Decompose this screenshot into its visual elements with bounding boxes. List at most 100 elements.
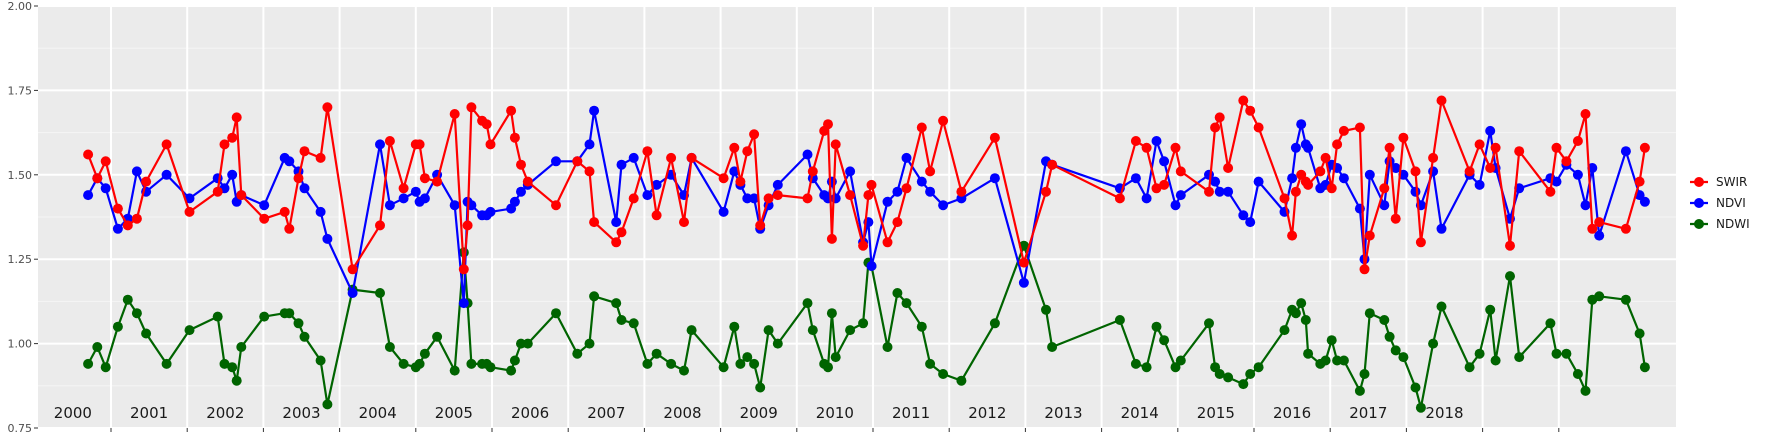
data-point-swir: [1320, 152, 1331, 163]
legend-marker-ndwi: [1694, 219, 1704, 229]
data-point-ndwi: [398, 358, 409, 369]
data-point-ndwi: [1390, 345, 1401, 356]
data-point-swir: [284, 223, 295, 234]
data-point-ndvi: [551, 156, 561, 167]
data-point-ndvi: [1303, 142, 1314, 153]
data-point-ndvi: [112, 223, 123, 234]
grid: [38, 5, 1676, 432]
data-point-ndvi: [1572, 169, 1583, 180]
data-point-swir: [901, 183, 912, 194]
data-point-ndvi: [1253, 176, 1264, 187]
data-point-ndwi: [1141, 362, 1152, 373]
data-point-ndwi: [100, 362, 111, 373]
data-point-ndwi: [414, 358, 425, 369]
data-point-swir: [279, 206, 290, 217]
data-point-ndvi: [1223, 186, 1234, 197]
data-point-ndwi: [466, 358, 477, 369]
year-label: 2009: [740, 404, 778, 422]
year-label: 2006: [511, 404, 549, 422]
data-point-swir: [589, 217, 600, 228]
data-point-ndwi: [858, 318, 869, 329]
data-point-ndwi: [219, 358, 230, 369]
data-point-ndvi: [184, 193, 195, 204]
data-point-swir: [212, 186, 223, 197]
data-point-swir: [755, 220, 766, 231]
data-point-ndwi: [938, 369, 949, 379]
data-point-ndvi: [259, 200, 270, 211]
data-point-ndwi: [1320, 355, 1331, 366]
data-point-swir: [509, 132, 520, 143]
data-point-ndvi: [1018, 277, 1029, 288]
legend-label-ndwi: NDWI: [1716, 217, 1750, 231]
data-point-ndvi: [449, 200, 460, 211]
data-point-ndwi: [584, 338, 595, 349]
data-point-ndvi: [227, 169, 238, 180]
data-point-swir: [1141, 142, 1152, 153]
data-point-swir: [1204, 186, 1214, 197]
data-point-ndvi: [384, 200, 395, 211]
data-point-ndvi: [584, 139, 595, 150]
data-point-ndwi: [772, 338, 783, 349]
data-point-swir: [830, 139, 841, 150]
data-point-ndvi: [1151, 136, 1162, 146]
data-point-ndvi: [830, 193, 841, 204]
y-tick-label: 1.25: [8, 253, 33, 266]
y-axis: 0.75 1.00 1.25 1.50 1.75 2.00: [8, 0, 38, 435]
data-point-swir: [1170, 142, 1181, 153]
data-point-swir: [989, 132, 1000, 143]
data-point-swir: [1253, 122, 1264, 133]
data-point-swir: [112, 203, 123, 214]
data-point-ndvi: [616, 159, 627, 170]
data-point-ndwi: [735, 358, 746, 369]
data-point-swir: [858, 240, 869, 251]
data-point-ndwi: [807, 325, 818, 336]
data-point-swir: [506, 105, 517, 116]
data-point-ndwi: [92, 342, 103, 352]
data-point-swir: [1490, 142, 1501, 153]
series-layer: [83, 95, 1650, 413]
data-point-ndwi: [122, 294, 133, 305]
data-point-ndvi: [1287, 173, 1298, 184]
data-point-ndwi: [1428, 338, 1439, 349]
y-tick-label: 1.50: [8, 169, 33, 182]
data-point-ndvi: [322, 233, 333, 244]
data-point-ndvi: [485, 206, 496, 217]
data-point-ndwi: [1485, 304, 1496, 315]
data-point-swir: [1545, 186, 1556, 197]
data-point-ndwi: [236, 342, 247, 352]
data-point-swir: [184, 206, 195, 217]
data-point-ndwi: [729, 321, 740, 332]
data-point-ndwi: [572, 348, 583, 359]
data-point-swir: [466, 102, 477, 113]
data-point-ndwi: [1514, 352, 1525, 363]
data-point-swir: [231, 112, 242, 123]
data-point-ndwi: [1620, 294, 1631, 305]
data-point-ndvi: [1141, 193, 1152, 204]
data-point-swir: [1238, 95, 1249, 106]
data-point-swir: [749, 129, 760, 140]
data-point-ndvi: [1214, 186, 1225, 197]
data-point-swir: [1587, 223, 1598, 234]
data-point-swir: [882, 237, 893, 248]
data-point-ndvi: [1485, 125, 1496, 136]
data-point-swir: [398, 183, 409, 194]
data-point-swir: [384, 136, 395, 146]
data-point-swir: [1561, 156, 1572, 167]
data-point-ndwi: [892, 288, 903, 298]
data-point-swir: [1620, 223, 1631, 234]
legend-item-ndwi: NDWI: [1690, 217, 1750, 231]
data-point-swir: [742, 146, 753, 157]
year-label: 2010: [816, 404, 854, 422]
data-point-swir: [1326, 183, 1337, 194]
data-point-ndwi: [1410, 382, 1421, 393]
data-point-ndwi: [1545, 318, 1556, 329]
data-point-swir: [1639, 142, 1650, 153]
data-point-ndwi: [83, 358, 94, 369]
data-point-ndvi: [1238, 210, 1249, 221]
data-point-ndwi: [686, 325, 697, 336]
legend-item-swir: SWIR: [1690, 175, 1747, 189]
data-point-swir: [679, 217, 689, 228]
data-point-ndwi: [1326, 335, 1337, 346]
data-point-swir: [462, 220, 473, 231]
